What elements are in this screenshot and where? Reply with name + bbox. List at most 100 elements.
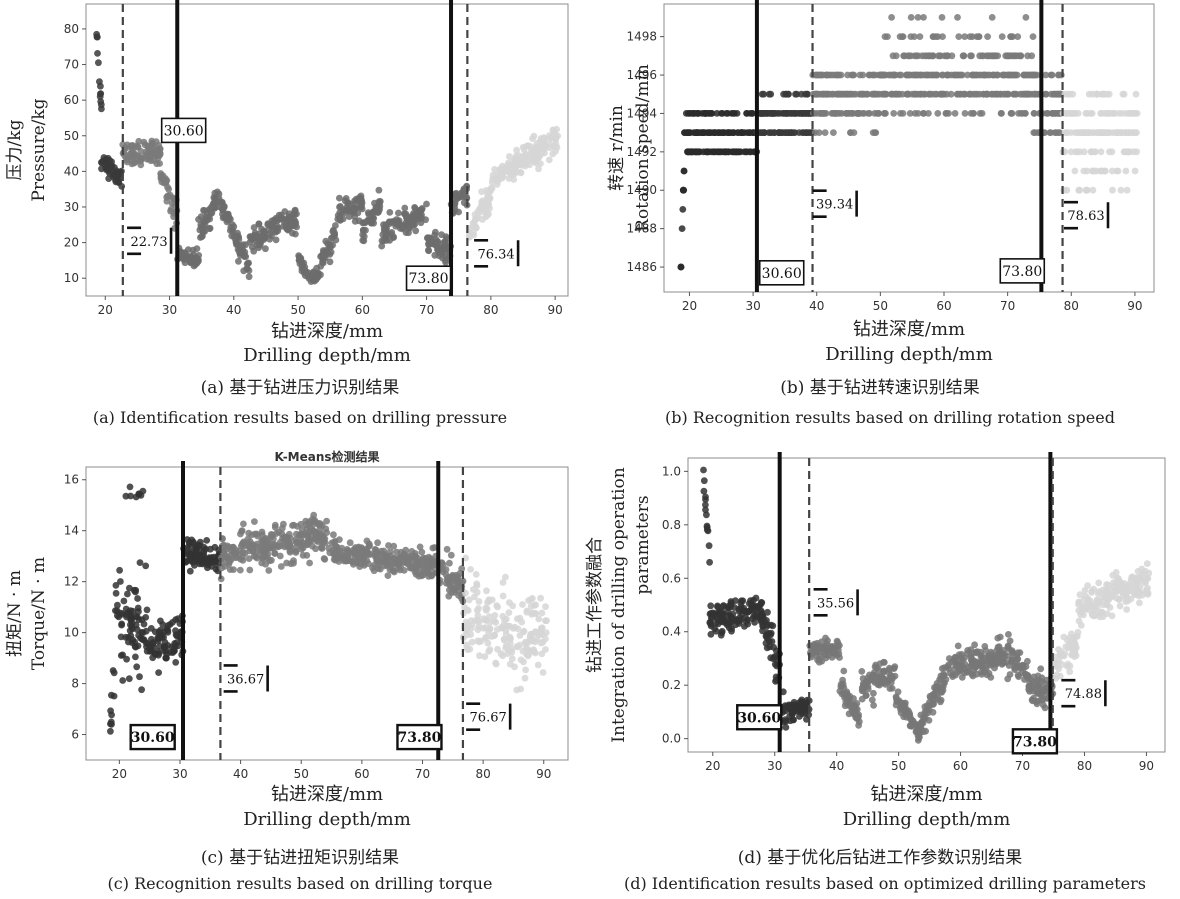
scatter-point (814, 645, 822, 653)
scatter-point (519, 601, 526, 608)
scatter-point (265, 567, 273, 574)
scatter-point (703, 511, 710, 519)
scatter-point (428, 568, 436, 576)
scatter-point (486, 646, 494, 654)
scatter-point (679, 206, 687, 213)
scatter-point (820, 110, 828, 117)
scatter-point (933, 690, 940, 698)
scatter-point (492, 659, 499, 667)
scatter-point (342, 195, 350, 202)
x-tick-label: 90 (548, 303, 563, 317)
scatter-point (449, 574, 456, 582)
bracket-mark (127, 226, 173, 256)
scatter-point (700, 129, 708, 137)
boxed-label: 30.60 (737, 710, 781, 726)
scatter-point (386, 218, 394, 226)
scatter-point (432, 228, 439, 236)
scatter-point (330, 549, 337, 557)
scatter-point (516, 614, 524, 622)
scatter-point (1067, 148, 1075, 156)
scatter-point (859, 110, 867, 117)
scatter-point (139, 629, 147, 637)
scatter-point (115, 178, 122, 186)
scatter-point (818, 638, 825, 646)
scatter-point (451, 589, 459, 596)
scatter-point (351, 218, 359, 225)
scatter-point (336, 194, 343, 202)
scatter-point (340, 209, 348, 217)
scatter-point (298, 533, 305, 541)
scatter-point (686, 129, 694, 137)
scatter-point (473, 580, 481, 588)
scatter-point (968, 670, 976, 678)
scatter-point (389, 567, 397, 575)
y-axis-label-zh: 转速 r/min (607, 105, 627, 191)
scatter-point (1004, 71, 1012, 79)
scatter-point (523, 607, 531, 615)
scatter-point (1066, 662, 1074, 670)
scatter-point (720, 603, 727, 610)
scatter-point (240, 520, 247, 528)
scatter-point (236, 251, 244, 259)
scatter-point (190, 538, 197, 546)
scatter-point (180, 256, 188, 264)
scatter-point (1111, 129, 1119, 137)
scatter-point (1095, 579, 1103, 587)
y-tick-label: 0.0 (662, 732, 681, 746)
scatter-point (140, 138, 148, 146)
scatter-point (509, 625, 517, 632)
y-tick-label: 1.0 (662, 464, 681, 478)
scatter-point (1108, 167, 1116, 175)
scatter-point (983, 90, 991, 98)
scatter-point (1031, 90, 1038, 98)
scatter-point (831, 110, 839, 117)
scatter-point (117, 578, 124, 585)
scatter-point (137, 148, 145, 155)
x-tick-label: 20 (705, 759, 720, 773)
scatter-point (312, 545, 319, 553)
scatter-point (396, 555, 403, 563)
scatter-point (328, 539, 336, 547)
scatter-point (1139, 570, 1147, 578)
scatter-point (409, 213, 417, 220)
scatter-point (158, 632, 166, 640)
x-axis-label-en: Drilling depth/mm (843, 809, 1011, 830)
y-tick-label: 20 (64, 236, 79, 250)
scatter-point (450, 581, 457, 589)
scatter-point (500, 636, 508, 644)
scatter-point (794, 704, 802, 712)
scatter-point (1011, 90, 1019, 98)
scatter-point (520, 627, 528, 635)
scatter-point (1141, 578, 1149, 586)
x-tick-label: 30 (162, 303, 177, 317)
scatter-point (856, 71, 864, 79)
scatter-point (782, 90, 790, 98)
scatter-point (992, 52, 999, 60)
y-tick-label: 1486 (626, 260, 657, 274)
scatter-point (906, 110, 914, 117)
scatter-point (290, 559, 297, 567)
scatter-point (930, 700, 937, 708)
boxed-label: 73.80 (1013, 734, 1057, 750)
scatter-point (250, 224, 258, 231)
x-tick-label: 50 (873, 299, 888, 313)
scatter-point (821, 129, 829, 137)
scatter-point (319, 247, 327, 254)
scatter-point (939, 33, 946, 40)
scatter-point (270, 544, 278, 551)
scatter-point (1056, 651, 1064, 658)
scatter-point (245, 273, 253, 281)
scatter-point (336, 203, 343, 211)
scatter-point (423, 200, 430, 208)
scatter-point (236, 566, 244, 574)
scatter-point (392, 219, 400, 227)
scatter-point (395, 209, 402, 217)
scatter-point (322, 237, 330, 245)
scatter-point (850, 71, 858, 79)
scatter-point (1103, 581, 1110, 588)
scatter-point (1106, 604, 1114, 611)
y-tick-label: 10 (64, 271, 79, 285)
boxed-label-frame (160, 117, 207, 144)
scatter-point (871, 71, 879, 79)
scatter-point (1122, 167, 1130, 175)
